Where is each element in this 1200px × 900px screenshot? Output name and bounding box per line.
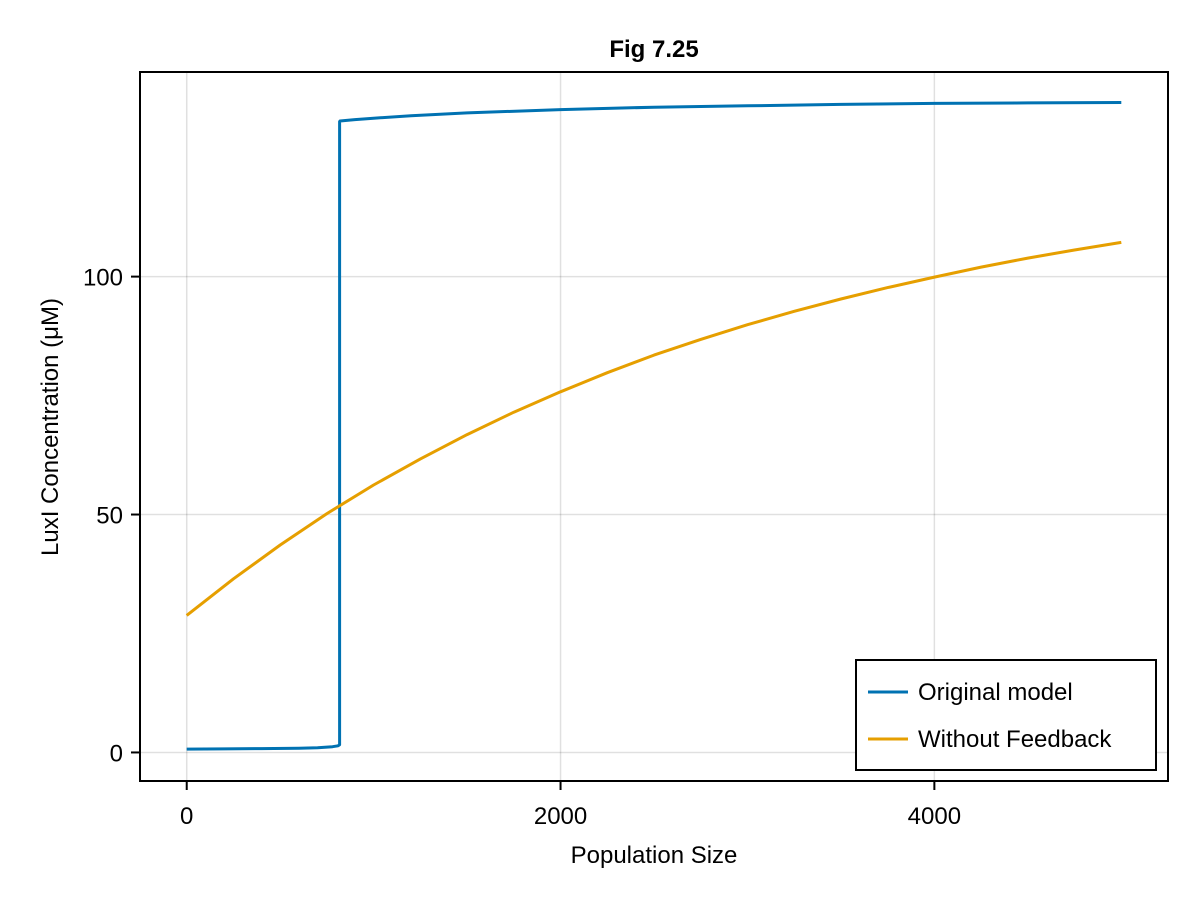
data-series <box>185 101 1122 751</box>
y-axis-label: LuxI Concentration (μM) <box>37 298 64 556</box>
x-axis-label: Population Size <box>571 842 738 869</box>
y-tick-label: 0 <box>110 740 123 767</box>
x-tick-label: 2000 <box>534 803 587 830</box>
legend-label-original-model: Original model <box>918 679 1073 706</box>
x-tick-label: 4000 <box>908 803 961 830</box>
plot-frame <box>139 71 1169 782</box>
y-axis-ticks: 0 50 100 <box>83 265 140 767</box>
legend-label-without-feedback: Without Feedback <box>918 726 1112 753</box>
legend: Original model Without Feedback <box>855 659 1157 771</box>
y-tick-label: 50 <box>96 503 123 530</box>
y-tick-label: 100 <box>83 265 123 292</box>
series-line-original-model <box>186 101 1122 751</box>
x-tick-label: 0 <box>180 803 193 830</box>
chart-title: Fig 7.25 <box>609 36 698 63</box>
series-line-without-feedback <box>185 240 1122 617</box>
legend-box <box>855 659 1157 771</box>
x-axis-ticks: 0 2000 4000 <box>180 781 961 830</box>
